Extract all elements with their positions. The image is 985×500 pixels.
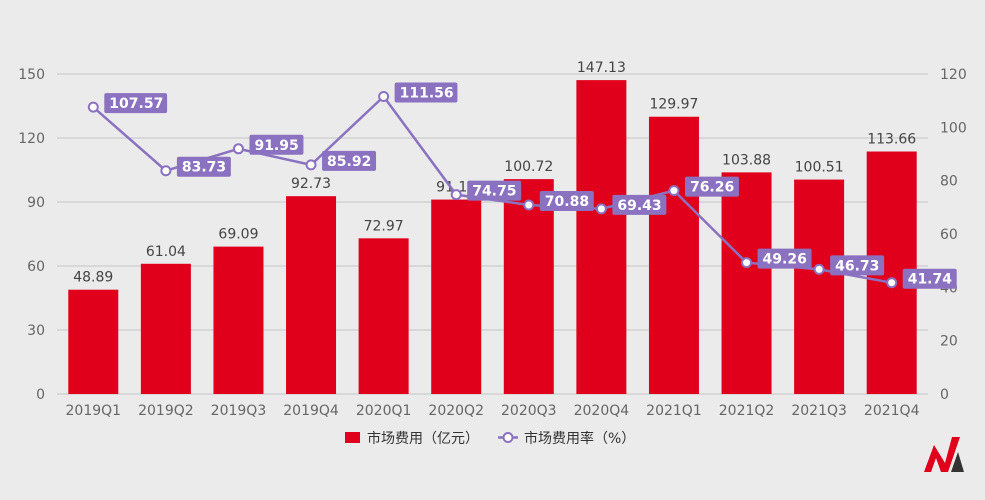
rate-value-label: 76.26 <box>690 180 734 196</box>
rate-label-box <box>249 134 304 155</box>
bar-value-label: 103.88 <box>722 152 771 168</box>
rate-label-box <box>322 150 377 171</box>
bar-value-label: 48.89 <box>73 270 113 286</box>
left-tick-label: 90 <box>27 195 45 211</box>
x-axis: 2019Q1 2019Q2 2019Q3 2019Q4 2020Q1 2020Q2 2020… <box>66 403 920 419</box>
left-tick-label: 0 <box>36 387 45 403</box>
rate-point <box>668 185 680 197</box>
logo-red-stroke <box>924 437 960 472</box>
rate-value-label: 46.73 <box>835 258 879 274</box>
rate-value-label: 49.26 <box>763 252 807 268</box>
bar <box>68 289 119 394</box>
rate-label-box <box>830 255 885 276</box>
rate-label-box <box>757 248 812 269</box>
rate-point <box>523 199 535 211</box>
bar <box>648 116 699 395</box>
left-tick-label: 150 <box>18 67 45 83</box>
bar <box>213 246 264 394</box>
rate-value-label: 85.92 <box>327 154 371 170</box>
bar-series <box>68 80 917 395</box>
rate-value-label: 41.74 <box>908 272 953 288</box>
right-tick-label: 120 <box>940 67 967 83</box>
bar-value-label: 113.66 <box>867 132 916 148</box>
rate-value-label: 111.56 <box>400 86 454 102</box>
rate-point <box>232 143 244 155</box>
x-tick-label: 2020Q2 <box>428 403 484 419</box>
line-series: 107.57 83.73 91.95 85.92 111.56 74.75 70.88 69.… <box>87 82 957 289</box>
bar <box>140 263 191 394</box>
x-tick-label: 2019Q4 <box>283 403 339 419</box>
bar <box>503 179 554 394</box>
rate-label-box <box>176 156 231 177</box>
right-tick-label: 80 <box>940 174 958 190</box>
bar <box>431 199 482 394</box>
bar-value-label: 72.97 <box>364 218 404 234</box>
rate-value-label: 83.73 <box>182 160 226 176</box>
bar <box>576 80 627 394</box>
rate-point <box>160 165 172 177</box>
left-tick-label: 60 <box>27 259 45 275</box>
x-tick-label: 2019Q2 <box>138 403 194 419</box>
rate-point <box>87 101 99 113</box>
x-tick-label: 2019Q3 <box>211 403 267 419</box>
logo-dark-stroke <box>951 452 964 472</box>
bar-value-label: 92.73 <box>291 176 331 192</box>
rate-label-box <box>902 268 957 289</box>
left-tick-label: 30 <box>27 323 45 339</box>
legend-bar-swatch <box>345 432 360 443</box>
left-tick-label: 120 <box>18 131 45 147</box>
x-tick-label: 2021Q2 <box>719 403 775 419</box>
brand-logo <box>924 437 964 472</box>
rate-label-box <box>104 93 168 114</box>
rate-point <box>595 203 607 215</box>
x-tick-label: 2020Q3 <box>501 403 557 419</box>
legend-line-marker <box>502 432 514 443</box>
bar <box>794 179 845 394</box>
rate-point <box>305 159 317 171</box>
rate-value-label: 69.43 <box>617 198 661 214</box>
right-tick-label: 20 <box>940 334 958 350</box>
bar-value-label: 69.09 <box>218 227 258 243</box>
bar <box>358 238 409 394</box>
rate-point <box>378 91 390 103</box>
bar <box>286 196 337 394</box>
rate-label-box <box>684 176 739 197</box>
right-axis: 020406080100120 <box>940 67 967 403</box>
legend-bar-label: 市场费用（亿元） <box>367 430 479 447</box>
bar-value-label: 129.97 <box>649 97 698 113</box>
x-tick-label: 2021Q1 <box>646 403 702 419</box>
rate-point <box>886 277 898 289</box>
rate-value-label: 107.57 <box>109 96 163 112</box>
rate-value-label: 74.75 <box>472 184 516 200</box>
x-tick-label: 2020Q4 <box>574 403 630 419</box>
right-tick-label: 60 <box>940 227 958 243</box>
bar-value-label: 100.72 <box>504 159 553 175</box>
rate-label-box <box>612 194 667 215</box>
bar-value-label: 91.14 <box>436 180 476 196</box>
bar <box>721 172 772 394</box>
x-tick-label: 2019Q1 <box>66 403 122 419</box>
bar-value-label: 147.13 <box>577 60 626 76</box>
right-tick-label: 100 <box>940 120 967 136</box>
rate-point <box>813 263 825 275</box>
rate-value-label: 70.88 <box>545 194 589 210</box>
legend-line-label: 市场费用率（%） <box>524 430 635 447</box>
rate-label-box <box>467 180 522 201</box>
rate-point <box>450 189 462 201</box>
bar-value-label: 100.51 <box>795 160 844 176</box>
rate-value-label: 91.95 <box>254 138 298 154</box>
rate-label-box <box>394 82 458 103</box>
bar-value-label: 61.04 <box>146 244 186 260</box>
bar-labels: 48.89 61.04 69.09 92.73 72.97 91.14 100.72 147.… <box>73 60 916 286</box>
x-tick-label: 2020Q1 <box>356 403 412 419</box>
rate-label-box <box>539 190 594 211</box>
right-tick-label: 0 <box>940 387 949 403</box>
rate-point <box>741 257 753 269</box>
x-tick-label: 2021Q3 <box>791 403 847 419</box>
legend: 市场费用（亿元） 市场费用率（%） <box>345 430 635 447</box>
x-tick-label: 2021Q4 <box>864 403 920 419</box>
grid-lines <box>57 73 928 395</box>
left-axis: 0 30 60 90 120 150 <box>18 67 45 403</box>
